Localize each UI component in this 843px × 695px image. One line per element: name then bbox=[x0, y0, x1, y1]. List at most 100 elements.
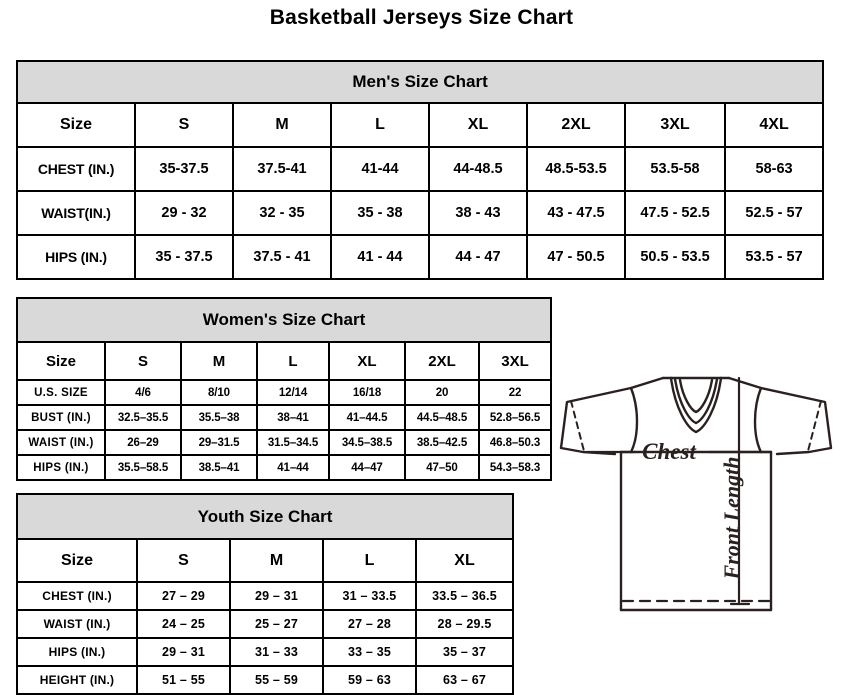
mens-row-label-waist: WAIST(IN.) bbox=[16, 190, 136, 236]
table-cell: 38.5–42.5 bbox=[404, 429, 480, 456]
table-cell: 47–50 bbox=[404, 454, 480, 481]
v-neck-inner-line bbox=[678, 378, 714, 414]
womens-col-header-2xl: 2XL bbox=[404, 341, 480, 381]
table-row: HIPS (IN.) 35 - 37.5 37.5 - 41 41 - 44 4… bbox=[16, 234, 825, 280]
mens-col-header-m: M bbox=[232, 102, 332, 148]
table-cell: 24 – 25 bbox=[136, 609, 231, 639]
table-cell: 4/6 bbox=[104, 379, 182, 406]
table-cell: 48.5-53.5 bbox=[526, 146, 626, 192]
mens-col-header-xl: XL bbox=[428, 102, 528, 148]
table-cell: 16/18 bbox=[328, 379, 406, 406]
youth-row-label-hips: HIPS (IN.) bbox=[16, 637, 138, 667]
table-row: BUST (IN.) 32.5–35.5 35.5–38 38–41 41–44… bbox=[16, 404, 553, 431]
v-neck-middle-line bbox=[673, 377, 719, 425]
table-cell: 33.5 – 36.5 bbox=[414, 581, 515, 611]
table-cell: 29 – 31 bbox=[136, 637, 231, 667]
womens-col-header-l: L bbox=[256, 341, 330, 381]
table-cell: 44 - 47 bbox=[428, 234, 528, 280]
mens-size-chart-table: Men's Size Chart Size S M L XL 2XL 3XL 4… bbox=[15, 60, 825, 280]
table-cell: 55 – 59 bbox=[229, 665, 324, 695]
table-cell: 54.3–58.3 bbox=[477, 454, 553, 481]
table-row: U.S. SIZE 4/6 8/10 12/14 16/18 20 22 bbox=[16, 379, 553, 406]
youth-row-label-chest: CHEST (IN.) bbox=[16, 581, 138, 611]
womens-row-label-hips: HIPS (IN.) bbox=[16, 454, 106, 481]
table-caption-row: Men's Size Chart bbox=[15, 60, 825, 104]
youth-size-chart-table: Youth Size Chart Size S M L XL CHEST (IN… bbox=[15, 493, 515, 695]
table-cell: 27 – 28 bbox=[322, 609, 417, 639]
right-cuff-dashed-line bbox=[807, 400, 822, 452]
table-row: WAIST(IN.) 29 - 32 32 - 35 35 - 38 38 - … bbox=[16, 190, 825, 236]
table-cell: 35 - 37.5 bbox=[134, 234, 234, 280]
mens-col-header-s: S bbox=[134, 102, 234, 148]
table-cell: 46.8–50.3 bbox=[477, 429, 553, 456]
table-row: CHEST (IN.) 35-37.5 37.5-41 41-44 44-48.… bbox=[16, 146, 825, 192]
youth-col-header-l: L bbox=[322, 538, 417, 583]
table-header-row: Size S M L XL bbox=[16, 538, 515, 583]
chest-measurement-label: Chest bbox=[642, 439, 696, 464]
table-cell: 33 – 35 bbox=[322, 637, 417, 667]
table-cell: 31.5–34.5 bbox=[256, 429, 330, 456]
table-cell: 52.5 - 57 bbox=[723, 190, 825, 236]
left-cuff-dashed-line bbox=[570, 400, 585, 452]
table-cell: 8/10 bbox=[180, 379, 258, 406]
table-cell: 25 – 27 bbox=[229, 609, 324, 639]
table-row: HIPS (IN.) 29 – 31 31 – 33 33 – 35 35 – … bbox=[16, 637, 515, 667]
womens-col-header-m: M bbox=[180, 341, 258, 381]
table-cell: 44.5–48.5 bbox=[404, 404, 480, 431]
womens-table-caption: Women's Size Chart bbox=[15, 297, 553, 343]
mens-table-caption: Men's Size Chart bbox=[15, 60, 825, 104]
table-cell: 50.5 - 53.5 bbox=[624, 234, 726, 280]
womens-col-header-3xl: 3XL bbox=[477, 341, 553, 381]
table-cell: 43 - 47.5 bbox=[526, 190, 626, 236]
youth-row-label-waist: WAIST (IN.) bbox=[16, 609, 138, 639]
womens-row-label-waist: WAIST (IN.) bbox=[16, 429, 106, 456]
table-cell: 44-48.5 bbox=[428, 146, 528, 192]
youth-col-header-m: M bbox=[229, 538, 324, 583]
table-cell: 41 - 44 bbox=[330, 234, 430, 280]
front-length-measurement-label: Front Length bbox=[719, 457, 744, 581]
table-cell: 37.5-41 bbox=[232, 146, 332, 192]
womens-col-header-s: S bbox=[104, 341, 182, 381]
womens-row-label-us-size: U.S. SIZE bbox=[16, 379, 106, 406]
page-title: Basketball Jerseys Size Chart bbox=[269, 6, 574, 29]
table-cell: 22 bbox=[477, 379, 553, 406]
mens-col-header-3xl: 3XL bbox=[624, 102, 726, 148]
table-caption-row: Women's Size Chart bbox=[15, 297, 553, 343]
mens-col-header-size: Size bbox=[16, 102, 136, 148]
table-cell: 29–31.5 bbox=[180, 429, 258, 456]
table-cell: 41–44 bbox=[256, 454, 330, 481]
table-cell: 31 – 33.5 bbox=[322, 581, 417, 611]
table-cell: 38.5–41 bbox=[180, 454, 258, 481]
table-cell: 37.5 - 41 bbox=[232, 234, 332, 280]
table-cell: 41-44 bbox=[330, 146, 430, 192]
womens-size-chart-table: Women's Size Chart Size S M L XL 2XL 3XL… bbox=[15, 297, 553, 481]
table-cell: 41–44.5 bbox=[328, 404, 406, 431]
table-row: WAIST (IN.) 24 – 25 25 – 27 27 – 28 28 –… bbox=[16, 609, 515, 639]
left-armhole-curve bbox=[629, 386, 639, 454]
table-cell: 32.5–35.5 bbox=[104, 404, 182, 431]
table-caption-row: Youth Size Chart bbox=[15, 493, 515, 540]
table-cell: 59 – 63 bbox=[322, 665, 417, 695]
v-neck-outer bbox=[669, 376, 723, 434]
youth-row-label-height: HEIGHT (IN.) bbox=[16, 665, 138, 695]
table-cell: 26–29 bbox=[104, 429, 182, 456]
mens-col-header-4xl: 4XL bbox=[723, 102, 825, 148]
table-row: CHEST (IN.) 27 – 29 29 – 31 31 – 33.5 33… bbox=[16, 581, 515, 611]
table-cell: 35 – 37 bbox=[414, 637, 515, 667]
table-cell: 63 – 67 bbox=[414, 665, 515, 695]
table-cell: 27 – 29 bbox=[136, 581, 231, 611]
table-cell: 47.5 - 52.5 bbox=[624, 190, 726, 236]
table-cell: 58-63 bbox=[723, 146, 825, 192]
table-cell: 52.8–56.5 bbox=[477, 404, 553, 431]
table-header-row: Size S M L XL 2XL 3XL 4XL bbox=[16, 102, 825, 148]
table-cell: 29 – 31 bbox=[229, 581, 324, 611]
youth-col-header-s: S bbox=[136, 538, 231, 583]
womens-row-label-bust: BUST (IN.) bbox=[16, 404, 106, 431]
table-row: HIPS (IN.) 35.5–58.5 38.5–41 41–44 44–47… bbox=[16, 454, 553, 481]
youth-table-caption: Youth Size Chart bbox=[15, 493, 515, 540]
table-cell: 35 - 38 bbox=[330, 190, 430, 236]
table-cell: 34.5–38.5 bbox=[328, 429, 406, 456]
table-cell: 35.5–38 bbox=[180, 404, 258, 431]
table-cell: 28 – 29.5 bbox=[414, 609, 515, 639]
mens-row-label-chest: CHEST (IN.) bbox=[16, 146, 136, 192]
